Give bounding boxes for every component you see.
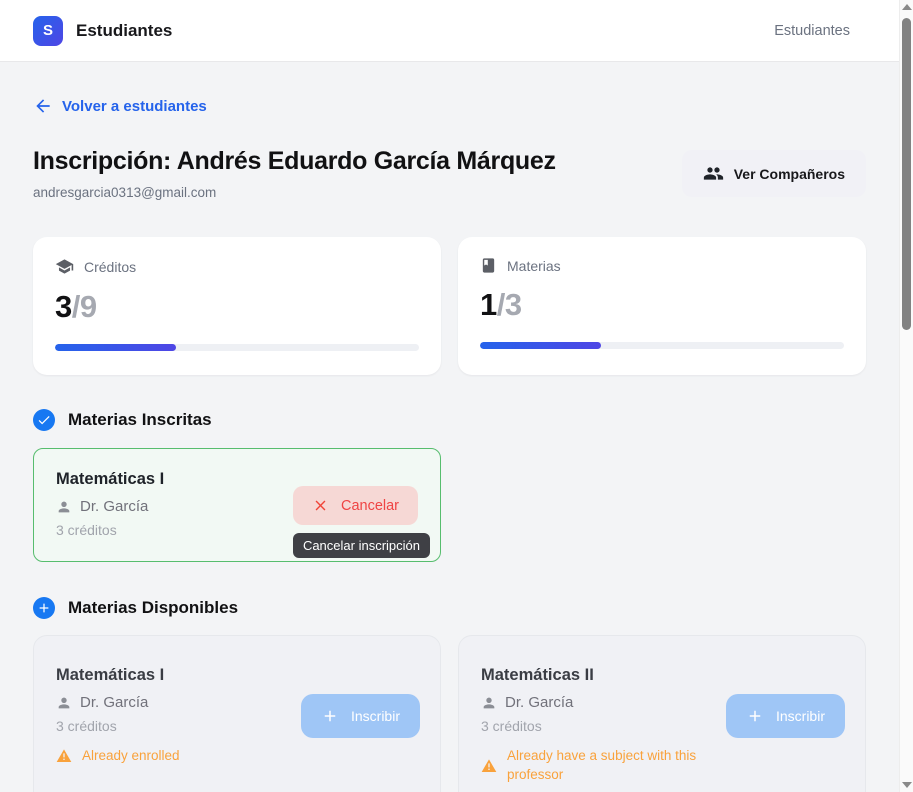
cancel-button-label: Cancelar (340, 497, 399, 514)
available-professor-row: Dr. García (481, 694, 843, 711)
enrolled-professor-row: Dr. García (56, 498, 418, 515)
app-logo-letter: S (42, 22, 53, 39)
back-link-label: Volver a estudiantes (62, 97, 207, 115)
app-title: Estudiantes (76, 20, 173, 40)
scrollbar-thumb[interactable] (902, 18, 911, 330)
available-professor-name: Dr. García (505, 694, 574, 711)
subjects-progress-fill (480, 342, 602, 349)
enroll-button-label: Inscribir (775, 708, 825, 724)
enrolled-professor-name: Dr. García (80, 498, 149, 515)
credits-max: /9 (71, 289, 97, 324)
book-icon (480, 257, 497, 274)
subjects-current: 1 (480, 287, 497, 322)
plus-icon (321, 707, 339, 725)
credits-value: 3/9 (55, 289, 419, 325)
page-header-row: Inscripción: Andrés Eduardo García Márqu… (33, 147, 866, 200)
arrow-left-icon (33, 96, 53, 116)
available-credits: 3 créditos (56, 718, 117, 734)
subjects-label-row: Materias (480, 257, 844, 274)
student-heading-block: Inscripción: Andrés Eduardo García Márqu… (33, 147, 556, 200)
warning-triangle-icon (481, 758, 497, 774)
enroll-button[interactable]: Inscribir (300, 694, 420, 738)
enrolled-subject-card: Matemáticas I Dr. García 3 créditos Canc… (33, 448, 441, 562)
enrolled-subject-name: Matemáticas I (56, 470, 165, 488)
people-icon (703, 163, 724, 184)
subjects-stat-card: Materias 1/3 (458, 237, 866, 375)
available-section-title: Materias Disponibles (68, 598, 239, 617)
view-peers-label: Ver Compañeros (733, 165, 845, 182)
available-professor-row: Dr. García (56, 694, 418, 711)
enroll-button-label: Inscribir (350, 708, 400, 724)
cancel-enrollment-button[interactable]: Cancelar (292, 486, 418, 525)
vertical-scrollbar[interactable] (899, 0, 913, 792)
credits-progress-track (55, 344, 419, 351)
main-content: Volver a estudiantes Inscripción: Andrés… (0, 62, 899, 792)
check-circle-icon (33, 409, 55, 431)
enrolled-credits: 3 créditos (56, 522, 117, 538)
available-grid: Matemáticas I Dr. García 3 créditos Alre… (33, 635, 866, 792)
warning-row: Already have a subject with this profess… (481, 747, 719, 785)
available-subject-name: Matemáticas I (56, 666, 165, 684)
available-credits: 3 créditos (481, 718, 542, 734)
warning-text: Already enrolled (82, 748, 180, 763)
subjects-value: 1/3 (480, 287, 844, 323)
warning-text: Already have a subject with this profess… (507, 748, 697, 782)
page-title: Inscripción: Andrés Eduardo García Márqu… (33, 147, 556, 175)
warning-row: Already enrolled (56, 747, 294, 766)
available-subject-card: Matemáticas II Dr. García 3 créditos Alr… (458, 635, 866, 792)
credits-label: Créditos (84, 258, 137, 275)
credits-stat-card: Créditos 3/9 (33, 237, 441, 375)
subjects-progress-track (480, 342, 844, 349)
credits-label-row: Créditos (55, 257, 419, 276)
person-icon (56, 695, 72, 711)
warning-triangle-icon (56, 748, 72, 764)
scrollbar-down-arrow[interactable] (901, 782, 912, 788)
plus-icon (746, 707, 764, 725)
cancel-tooltip: Cancelar inscripción (292, 533, 430, 558)
person-icon (481, 695, 497, 711)
scrollbar-up-arrow[interactable] (901, 4, 912, 10)
available-subject-name: Matemáticas II (481, 666, 594, 684)
person-icon (56, 499, 72, 515)
enroll-button[interactable]: Inscribir (725, 694, 845, 738)
back-to-students-link[interactable]: Volver a estudiantes (33, 96, 207, 116)
app-logo: S (33, 15, 63, 46)
enrolled-section-heading: Materias Inscritas (33, 409, 866, 431)
x-icon (312, 497, 329, 514)
available-professor-name: Dr. García (80, 694, 149, 711)
stats-grid: Créditos 3/9 Materias 1/3 (33, 237, 866, 375)
credits-progress-fill (55, 344, 177, 351)
brand[interactable]: S Estudiantes (33, 15, 173, 46)
subjects-label: Materias (507, 257, 561, 274)
student-email: andresgarcia0313@gmail.com (33, 185, 217, 200)
enrolled-section-title: Materias Inscritas (68, 410, 212, 429)
view-peers-button[interactable]: Ver Compañeros (681, 150, 866, 197)
plus-circle-icon (33, 597, 55, 619)
nav-item-estudiantes[interactable]: Estudiantes (774, 22, 850, 39)
graduation-cap-icon (55, 257, 74, 276)
available-section-heading: Materias Disponibles (33, 597, 866, 619)
credits-current: 3 (55, 289, 72, 324)
available-subject-card: Matemáticas I Dr. García 3 créditos Alre… (33, 635, 441, 792)
subjects-max: /3 (496, 287, 522, 322)
top-bar: S Estudiantes Estudiantes (0, 0, 899, 62)
